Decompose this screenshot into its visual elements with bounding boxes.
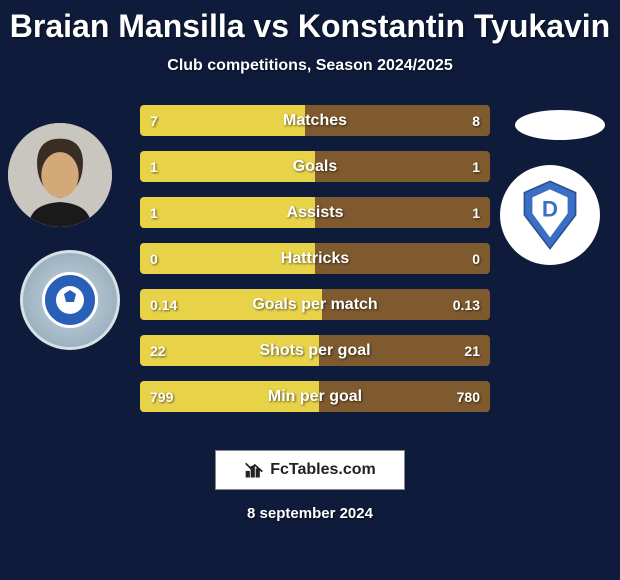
content-area: D 7 Matches 8 1 Goals 1 1 Assists 1 0 Hattricks 0 0.… [0,105,620,412]
player-left-avatar [8,123,112,227]
chart-icon [244,460,264,480]
stat-row: 1 Goals 1 [140,151,490,182]
stat-label: Goals [293,158,337,176]
stat-left-value: 1 [150,205,158,221]
stat-row: 0.14 Goals per match 0.13 [140,289,490,320]
stat-right-value: 8 [472,113,480,129]
stat-row: 0 Hattricks 0 [140,243,490,274]
stat-left-value: 7 [150,113,158,129]
stat-right-value: 1 [472,159,480,175]
club-left-badge [20,250,120,350]
stat-row: 799 Min per goal 780 [140,381,490,412]
stat-bar-text: 0 Hattricks 0 [140,243,490,274]
person-icon [8,123,112,227]
dynamo-badge-icon: D [510,175,590,255]
stat-label: Min per goal [268,388,362,406]
stat-right-value: 780 [457,389,480,405]
stat-right-value: 1 [472,205,480,221]
football-icon [50,280,90,320]
stat-label: Shots per goal [259,342,370,360]
stat-label: Assists [287,204,344,222]
comparison-title: Braian Mansilla vs Konstantin Tyukavin [0,0,620,45]
stat-bar-text: 799 Min per goal 780 [140,381,490,412]
season-subtitle: Club competitions, Season 2024/2025 [0,57,620,75]
stat-right-value: 0 [472,251,480,267]
stat-left-value: 1 [150,159,158,175]
stat-bar-text: 7 Matches 8 [140,105,490,136]
stat-bar-text: 22 Shots per goal 21 [140,335,490,366]
brand-text: FcTables.com [270,461,376,479]
svg-text:D: D [542,197,558,222]
stat-right-value: 21 [464,343,480,359]
stats-bars: 7 Matches 8 1 Goals 1 1 Assists 1 0 Hattricks 0 0.14… [140,105,490,412]
stat-right-value: 0.13 [453,297,480,313]
player-right-avatar [515,110,605,140]
club-right-badge: D [500,165,600,265]
footer-date: 8 september 2024 [0,505,620,522]
stat-row: 7 Matches 8 [140,105,490,136]
stat-label: Goals per match [252,296,377,314]
stat-left-value: 799 [150,389,173,405]
stat-row: 22 Shots per goal 21 [140,335,490,366]
stat-bar-text: 1 Goals 1 [140,151,490,182]
stat-row: 1 Assists 1 [140,197,490,228]
stat-label: Matches [283,112,347,130]
stat-bar-text: 1 Assists 1 [140,197,490,228]
stat-bar-text: 0.14 Goals per match 0.13 [140,289,490,320]
stat-label: Hattricks [281,250,349,268]
stat-left-value: 0 [150,251,158,267]
stat-left-value: 22 [150,343,166,359]
brand-logo: FcTables.com [215,450,405,490]
club-left-inner [42,272,98,328]
stat-left-value: 0.14 [150,297,177,313]
